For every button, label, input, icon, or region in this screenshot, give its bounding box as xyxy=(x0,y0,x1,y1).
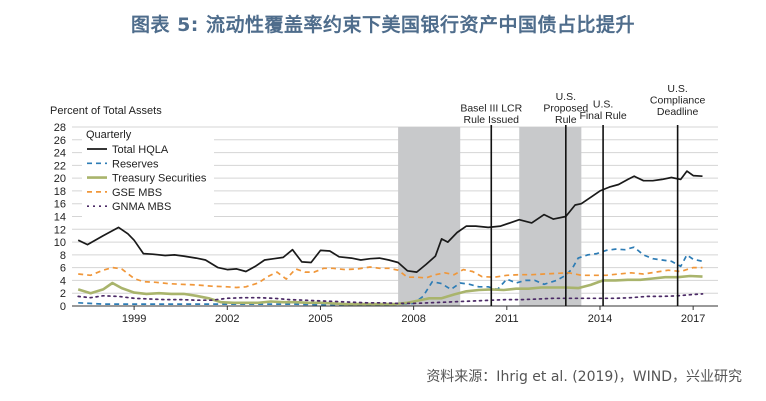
x-tick-label: 2005 xyxy=(308,313,332,325)
legend-label-reserves: Reserves xyxy=(112,158,159,170)
legend-background xyxy=(82,128,214,218)
x-tick-label: 2008 xyxy=(401,313,425,325)
event-label-final: Final Rule xyxy=(579,110,626,122)
x-tick-label: 2014 xyxy=(588,313,612,325)
event-label-basel: Basel III LCR xyxy=(460,103,522,115)
event-label-deadline: U.S. xyxy=(667,83,687,95)
legend-label-total_hqla: Total HQLA xyxy=(112,144,169,156)
legend-label-gse_mbs: GSE MBS xyxy=(112,187,162,199)
shaded-period xyxy=(398,127,461,306)
y-tick-label: 18 xyxy=(54,186,66,198)
y-tick-label: 2 xyxy=(60,288,66,300)
y-tick-label: 20 xyxy=(54,173,66,185)
y-tick-label: 24 xyxy=(54,148,66,160)
y-tick-label: 12 xyxy=(54,224,66,236)
shaded-periods xyxy=(398,127,582,306)
series-line-gse_mbs xyxy=(78,266,703,289)
x-tick-label: 2002 xyxy=(215,313,239,325)
legend-title: Quarterly xyxy=(86,129,132,141)
x-tick-label: 2017 xyxy=(681,313,705,325)
source-note: 资料来源：Ihrig et al. (2019)，WIND，兴业研究 xyxy=(426,369,742,385)
event-label-proposed: Proposed xyxy=(543,103,588,115)
x-tick-label: 2011 xyxy=(495,313,519,325)
y-tick-label: 16 xyxy=(54,199,66,211)
event-label-final: U.S. xyxy=(593,99,613,111)
x-tick-label: 1999 xyxy=(122,313,146,325)
y-axis-title: Percent of Total Assets xyxy=(50,105,162,117)
y-tick-label: 22 xyxy=(54,160,66,172)
shaded-period xyxy=(519,127,582,306)
event-label-deadline: Deadline xyxy=(657,106,699,118)
y-tick-label: 28 xyxy=(54,122,66,134)
y-tick-label: 10 xyxy=(54,237,66,249)
event-label-basel: Rule Issued xyxy=(464,114,520,126)
event-label-deadline: Compliance xyxy=(650,95,706,107)
legend-label-gnma_mbs: GNMA MBS xyxy=(112,201,171,213)
series-line-reserves xyxy=(78,246,703,306)
y-tick-label: 0 xyxy=(60,301,66,313)
y-tick-label: 14 xyxy=(54,212,66,224)
series-line-gnma_mbs xyxy=(77,293,704,305)
series-line-treasury xyxy=(77,274,703,306)
legend-label-treasury: Treasury Securities xyxy=(112,173,207,185)
series-lines xyxy=(77,170,704,306)
y-tick-label: 8 xyxy=(60,250,66,262)
series-line-total_hqla xyxy=(77,170,703,273)
event-label-proposed: U.S. xyxy=(556,91,576,103)
y-tick-label: 6 xyxy=(60,263,66,275)
y-tick-label: 4 xyxy=(60,275,66,287)
legend: Quarterly Total HQLA Reserves Treasury Secu… xyxy=(82,128,214,218)
y-tick-label: 26 xyxy=(54,135,66,147)
figure-title: 图表 5: 流动性覆盖率约束下美国银行资产中国债占比提升 xyxy=(130,14,636,36)
event-label-proposed: Rule xyxy=(555,114,577,126)
